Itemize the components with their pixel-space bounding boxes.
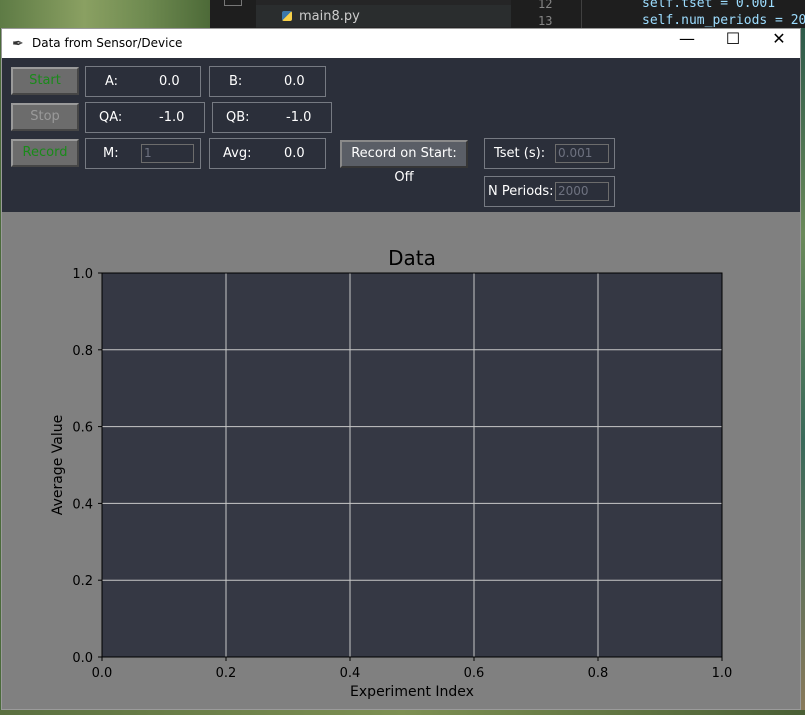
avg-readout: Avg: 0.0: [209, 138, 326, 169]
control-panel: Start A: 0.0 B: 0.0 Stop QA: -1.0 QB: -1…: [2, 58, 800, 212]
a-readout: A: 0.0: [85, 66, 201, 97]
close-button[interactable]: ✕: [772, 29, 786, 48]
tset-input[interactable]: 0.001: [555, 144, 609, 163]
nperiods-setting: N Periods: 2000: [484, 176, 615, 207]
qa-label: QA:: [99, 110, 123, 125]
code-line: self.tset = 0.001: [642, 0, 776, 11]
tset-label: Tset (s):: [494, 146, 546, 161]
x-tick-label: 0.4: [340, 666, 361, 681]
file-name[interactable]: main8.py: [299, 9, 360, 24]
code-line: self.num_periods = 20: [642, 13, 805, 28]
window-title: Data from Sensor/Device: [32, 36, 183, 50]
b-readout: B: 0.0: [209, 66, 326, 97]
indent-guide: [581, 0, 582, 28]
line-number: 13: [538, 14, 553, 28]
file-explorer: [256, 0, 511, 28]
y-tick-label: 0.4: [72, 497, 93, 512]
a-label: A:: [105, 74, 119, 89]
tset-setting: Tset (s): 0.001: [484, 138, 615, 169]
qb-value: -1.0: [286, 110, 312, 125]
y-tick-label: 0.0: [72, 651, 93, 666]
chart-title: Data: [388, 246, 436, 270]
x-tick-label: 0.6: [464, 666, 485, 681]
desktop-background: [801, 28, 805, 715]
record-button[interactable]: Record: [11, 139, 79, 167]
qb-readout: QB: -1.0: [212, 102, 332, 133]
b-label: B:: [229, 74, 243, 89]
feather-icon: ✒: [12, 36, 24, 52]
m-label: M:: [103, 146, 119, 161]
x-tick-label: 1.0: [712, 666, 733, 681]
maximize-button[interactable]: ☐: [725, 29, 741, 48]
a-value: 0.0: [159, 74, 180, 89]
avg-label: Avg:: [223, 146, 252, 161]
file-explorer-row[interactable]: [256, 5, 511, 27]
x-tick-label: 0.2: [216, 666, 237, 681]
avg-value: 0.0: [284, 146, 305, 161]
python-file-icon: [282, 11, 292, 21]
desktop-background: [0, 710, 805, 715]
app-window: ✒ Data from Sensor/Device — ☐ ✕ Start A:…: [1, 28, 801, 710]
x-tick-label: 0.0: [92, 666, 113, 681]
nperiods-input[interactable]: 2000: [555, 182, 609, 201]
m-input[interactable]: 1: [141, 144, 194, 163]
plot-background: [102, 273, 722, 657]
plot-canvas[interactable]: 0.0 0.2 0.4 0.6 0.8 1.0 0.0 0.2 0.4 0.6 0.8 1.0 Data…: [2, 212, 800, 709]
minimize-button[interactable]: —: [679, 29, 695, 48]
x-tick-label: 0.8: [588, 666, 609, 681]
y-tick-label: 0.2: [72, 574, 93, 589]
title-bar[interactable]: ✒ Data from Sensor/Device — ☐ ✕: [2, 29, 800, 58]
record-on-start-toggle[interactable]: Record on Start: Off: [340, 140, 468, 185]
nperiods-label: N Periods:: [488, 184, 554, 199]
m-readout: M: 1: [85, 138, 201, 169]
y-tick-label: 1.0: [72, 267, 93, 282]
chart[interactable]: 0.0 0.2 0.4 0.6 0.8 1.0 0.0 0.2 0.4 0.6 0.8 1.0 Data…: [2, 212, 800, 709]
desktop-background: [0, 0, 210, 28]
start-button[interactable]: Start: [11, 67, 79, 95]
code-editor-background: main8.py 12 13 self.tset = 0.001 self.nu…: [210, 0, 805, 28]
y-tick-label: 0.8: [72, 344, 93, 359]
qa-value: -1.0: [159, 110, 185, 125]
qa-readout: QA: -1.0: [85, 102, 205, 133]
y-axis-label: Average Value: [50, 415, 66, 515]
x-axis-label: Experiment Index: [350, 684, 474, 700]
line-number: 12: [538, 0, 553, 11]
y-tick-label: 0.6: [72, 421, 93, 436]
line-gutter: [522, 0, 568, 28]
editor-checkbox: [224, 0, 242, 6]
stop-button[interactable]: Stop: [11, 103, 79, 131]
qb-label: QB:: [226, 110, 250, 125]
plot-frame: [101, 272, 723, 658]
b-value: 0.0: [284, 74, 305, 89]
